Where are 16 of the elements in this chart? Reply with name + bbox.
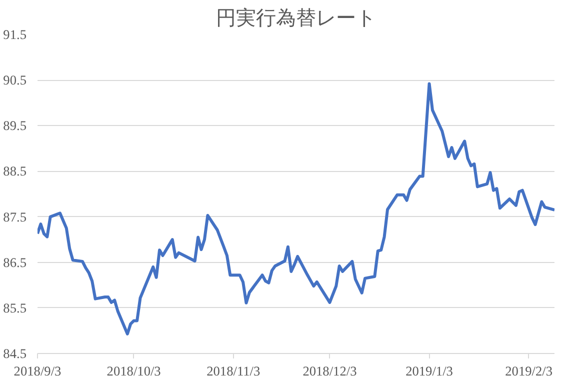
y-tick-label: 87.5 — [3, 209, 27, 224]
y-tick-label: 91.5 — [3, 27, 27, 42]
x-tick-label: 2019/2/3 — [505, 364, 553, 378]
y-tick-label: 84.5 — [3, 346, 27, 361]
y-tick-label: 85.5 — [3, 300, 27, 316]
y-tick-label: 88.5 — [3, 164, 27, 179]
line-series — [38, 82, 554, 336]
x-tick-label: 2018/12/3 — [302, 364, 358, 378]
y-tick-label: 89.5 — [3, 118, 27, 134]
x-tick-label: 2018/10/3 — [106, 364, 162, 378]
x-tick-label: 2019/1/3 — [406, 364, 454, 378]
y-tick-label: 90.5 — [3, 72, 27, 88]
x-tick-label: 2018/9/3 — [14, 364, 62, 378]
y-tick-label: 86.5 — [3, 254, 27, 270]
chart-title: 円実行為替レート — [216, 6, 376, 30]
x-tick-label: 2018/11/3 — [206, 364, 260, 378]
